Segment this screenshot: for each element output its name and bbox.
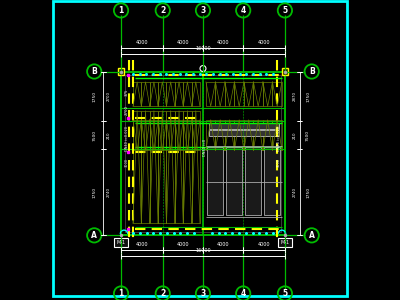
Text: 16000: 16000 bbox=[195, 46, 211, 51]
Bar bbox=[192, 120, 200, 151]
Bar bbox=[254, 82, 263, 106]
Bar bbox=[272, 82, 282, 106]
Text: 4: 4 bbox=[240, 6, 246, 15]
Bar bbox=[141, 82, 150, 106]
Text: 210: 210 bbox=[106, 131, 110, 139]
Text: M-1: M-1 bbox=[280, 240, 290, 245]
Text: 210: 210 bbox=[292, 131, 296, 139]
Bar bbox=[263, 120, 272, 151]
Text: 1: 1 bbox=[118, 289, 124, 298]
Text: 4000: 4000 bbox=[136, 40, 148, 45]
Bar bbox=[192, 82, 200, 106]
Bar bbox=[125, 75, 281, 232]
Text: 1750: 1750 bbox=[93, 187, 97, 198]
Bar bbox=[282, 68, 288, 75]
Text: DN40 i=0: DN40 i=0 bbox=[203, 139, 207, 156]
Bar bbox=[158, 120, 166, 151]
Text: A: A bbox=[91, 231, 97, 240]
Text: 4000: 4000 bbox=[217, 242, 229, 247]
Text: 7500: 7500 bbox=[306, 130, 310, 141]
Text: 4000: 4000 bbox=[258, 40, 270, 45]
Bar bbox=[216, 120, 225, 151]
Bar bbox=[183, 120, 192, 151]
Bar bbox=[158, 82, 166, 106]
Bar bbox=[206, 120, 216, 151]
Bar bbox=[133, 111, 141, 224]
Bar bbox=[175, 82, 183, 106]
Bar bbox=[192, 111, 200, 224]
Bar bbox=[150, 82, 158, 106]
Bar bbox=[118, 68, 124, 75]
Text: 2740: 2740 bbox=[106, 187, 110, 197]
Text: 3000: 3000 bbox=[277, 158, 281, 167]
Text: DN40 i=0.020: DN40 i=0.020 bbox=[125, 126, 129, 151]
Text: 3: 3 bbox=[200, 289, 206, 298]
Text: 1750: 1750 bbox=[93, 91, 97, 102]
Bar bbox=[166, 120, 175, 151]
Bar bbox=[244, 120, 254, 151]
Text: 2740: 2740 bbox=[292, 187, 296, 197]
Text: 4000: 4000 bbox=[177, 40, 189, 45]
Text: 2: 2 bbox=[160, 289, 165, 298]
Text: 4: 4 bbox=[240, 289, 246, 298]
Text: 1: 1 bbox=[118, 6, 124, 15]
Text: 2700: 2700 bbox=[106, 92, 110, 101]
Bar bbox=[141, 120, 150, 151]
Bar bbox=[133, 120, 141, 151]
Bar bbox=[183, 82, 192, 106]
Text: 16000: 16000 bbox=[195, 248, 211, 253]
Bar bbox=[166, 111, 175, 224]
Text: 2: 2 bbox=[160, 6, 165, 15]
Bar bbox=[150, 120, 158, 151]
Bar bbox=[183, 111, 192, 224]
Bar bbox=[225, 82, 234, 106]
Bar bbox=[206, 82, 216, 106]
Text: B: B bbox=[309, 67, 314, 76]
Bar bbox=[133, 82, 141, 106]
Bar bbox=[263, 82, 272, 106]
Bar bbox=[175, 120, 183, 151]
Bar bbox=[158, 111, 166, 224]
Text: 375: 375 bbox=[124, 89, 128, 96]
Bar bbox=[121, 71, 285, 236]
Text: 1750: 1750 bbox=[306, 91, 310, 102]
Bar bbox=[226, 147, 242, 214]
Text: B: B bbox=[91, 67, 97, 76]
Text: DN40 i=0.020: DN40 i=0.020 bbox=[277, 126, 281, 151]
Bar bbox=[246, 147, 262, 214]
Text: 5: 5 bbox=[282, 6, 288, 15]
Bar bbox=[141, 111, 150, 224]
Text: 4000: 4000 bbox=[258, 242, 270, 247]
Text: 3000: 3000 bbox=[125, 158, 129, 167]
Bar bbox=[278, 238, 292, 247]
Bar bbox=[244, 82, 254, 106]
Text: 2700: 2700 bbox=[124, 105, 128, 115]
Bar bbox=[225, 120, 234, 151]
Text: 1750: 1750 bbox=[306, 187, 310, 198]
Bar bbox=[209, 123, 279, 129]
Text: 5: 5 bbox=[282, 289, 288, 298]
Bar bbox=[254, 120, 263, 151]
Bar bbox=[175, 111, 183, 224]
Bar bbox=[209, 130, 279, 136]
Bar bbox=[150, 111, 158, 224]
Bar bbox=[114, 238, 128, 247]
Bar bbox=[234, 120, 244, 151]
Text: 4000: 4000 bbox=[217, 40, 229, 45]
Text: 3: 3 bbox=[200, 6, 206, 15]
Text: 4000: 4000 bbox=[177, 242, 189, 247]
Text: M-1: M-1 bbox=[116, 240, 126, 245]
Bar bbox=[264, 147, 280, 214]
Bar bbox=[216, 82, 225, 106]
Text: A: A bbox=[309, 231, 315, 240]
Text: 2870: 2870 bbox=[292, 92, 296, 101]
Bar bbox=[272, 120, 282, 151]
Bar bbox=[234, 82, 244, 106]
Bar bbox=[166, 82, 175, 106]
Text: 4000: 4000 bbox=[136, 242, 148, 247]
Text: 7500: 7500 bbox=[93, 130, 97, 141]
Bar bbox=[208, 147, 224, 214]
